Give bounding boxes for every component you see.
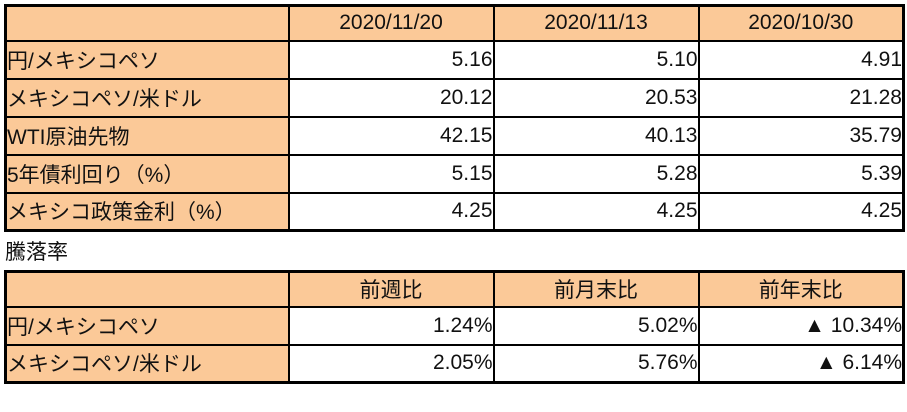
value-cell: ▲ 6.14%	[697, 343, 905, 384]
table-row: メキシコペソ/米ドル 2.05% 5.76% ▲ 6.14%	[4, 343, 905, 384]
value-cell: 40.13	[492, 115, 700, 156]
table-row: メキシコペソ/米ドル 20.12 20.53 21.28	[4, 77, 905, 118]
rates-header-row: 2020/11/20 2020/11/13 2020/10/30	[4, 4, 905, 42]
change-column-header: 前月末比	[492, 270, 700, 308]
rates-corner-cell	[4, 4, 290, 42]
value-cell: 5.28	[492, 153, 700, 194]
value-cell: 5.15	[287, 153, 495, 194]
value-cell: 5.02%	[492, 305, 700, 346]
change-header-row: 前週比 前月末比 前年末比	[4, 270, 905, 308]
value-cell: 2.05%	[287, 343, 495, 384]
value-cell: 20.53	[492, 77, 700, 118]
section-label: 騰落率	[5, 241, 68, 264]
change-corner-cell	[4, 270, 290, 308]
row-label-cell: 円/メキシコペソ	[4, 39, 290, 80]
change-column-header: 前週比	[287, 270, 495, 308]
table-row: WTI原油先物 42.15 40.13 35.79	[4, 115, 905, 156]
row-label-cell: WTI原油先物	[4, 115, 290, 156]
value-cell: 5.39	[697, 153, 905, 194]
value-cell: 21.28	[697, 77, 905, 118]
table-row: 円/メキシコペソ 1.24% 5.02% ▲ 10.34%	[4, 305, 905, 346]
row-label-cell: 円/メキシコペソ	[4, 305, 290, 346]
report-page: 2020/11/20 2020/11/13 2020/10/30 円/メキシコペ…	[0, 4, 907, 412]
date-column-header: 2020/11/13	[492, 4, 700, 42]
date-column-header: 2020/11/20	[287, 4, 495, 42]
value-cell: 4.91	[697, 39, 905, 80]
table-row: 円/メキシコペソ 5.16 5.10 4.91	[4, 39, 905, 80]
table-row: メキシコ政策金利（%） 4.25 4.25 4.25	[4, 191, 905, 232]
value-cell: 4.25	[287, 191, 495, 232]
value-cell: 4.25	[697, 191, 905, 232]
value-cell: 42.15	[287, 115, 495, 156]
rates-table: 2020/11/20 2020/11/13 2020/10/30 円/メキシコペ…	[4, 4, 905, 232]
value-cell: 5.10	[492, 39, 700, 80]
value-cell: 20.12	[287, 77, 495, 118]
row-label-cell: メキシコペソ/米ドル	[4, 343, 290, 384]
row-label-cell: メキシコ政策金利（%）	[4, 191, 290, 232]
table-row: 5年債利回り（%） 5.15 5.28 5.39	[4, 153, 905, 194]
value-cell: 5.16	[287, 39, 495, 80]
value-cell: ▲ 10.34%	[697, 305, 905, 346]
change-rate-table: 前週比 前月末比 前年末比 円/メキシコペソ 1.24% 5.02% ▲ 10.…	[4, 270, 905, 384]
value-cell: 4.25	[492, 191, 700, 232]
date-column-header: 2020/10/30	[697, 4, 905, 42]
row-label-cell: 5年債利回り（%）	[4, 153, 290, 194]
value-cell: 1.24%	[287, 305, 495, 346]
change-column-header: 前年末比	[697, 270, 905, 308]
value-cell: 5.76%	[492, 343, 700, 384]
row-label-cell: メキシコペソ/米ドル	[4, 77, 290, 118]
value-cell: 35.79	[697, 115, 905, 156]
